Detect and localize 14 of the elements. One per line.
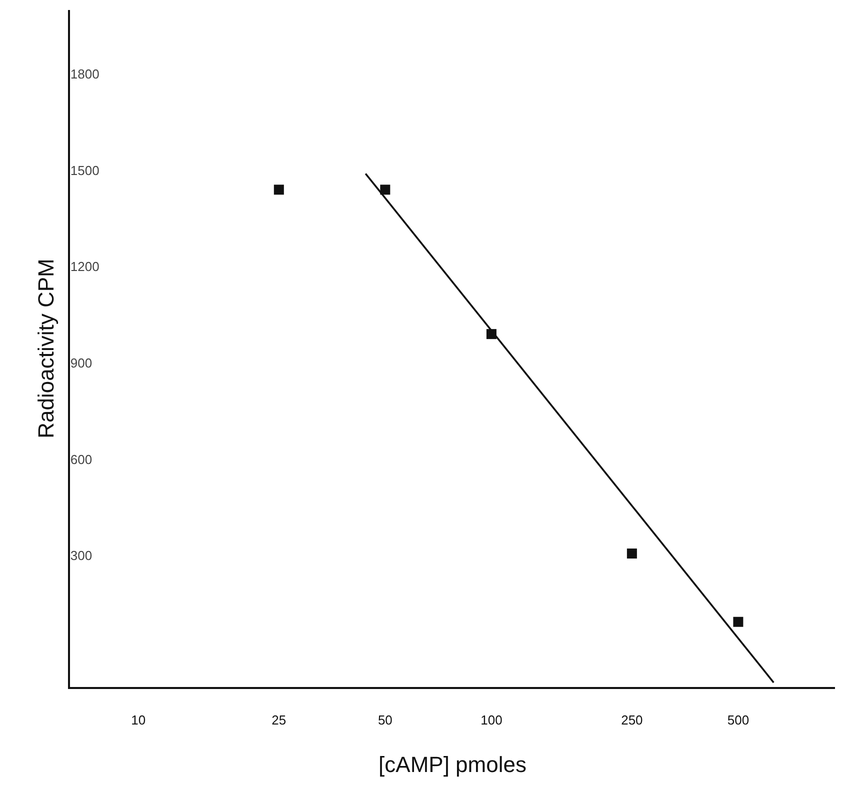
x-tick-label: 50 <box>378 712 392 728</box>
x-tick-label: 250 <box>621 712 643 728</box>
y-tick-label: 1500 <box>70 162 100 178</box>
y-axis-title: Radioactivity CPM <box>34 258 59 438</box>
x-tick-label: 500 <box>727 712 750 728</box>
x-tick-label: 25 <box>272 712 286 728</box>
x-axis-title: [cAMP] pmoles <box>378 752 526 777</box>
y-tick-label: 600 <box>70 452 92 467</box>
y-tick-label: 900 <box>70 355 92 370</box>
x-tick-label: 10 <box>131 712 146 728</box>
y-tick-label: 1800 <box>70 66 100 82</box>
x-tick-label: 100 <box>480 712 502 728</box>
y-tick-label: 1200 <box>70 259 100 274</box>
y-tick-label: 300 <box>70 548 92 563</box>
